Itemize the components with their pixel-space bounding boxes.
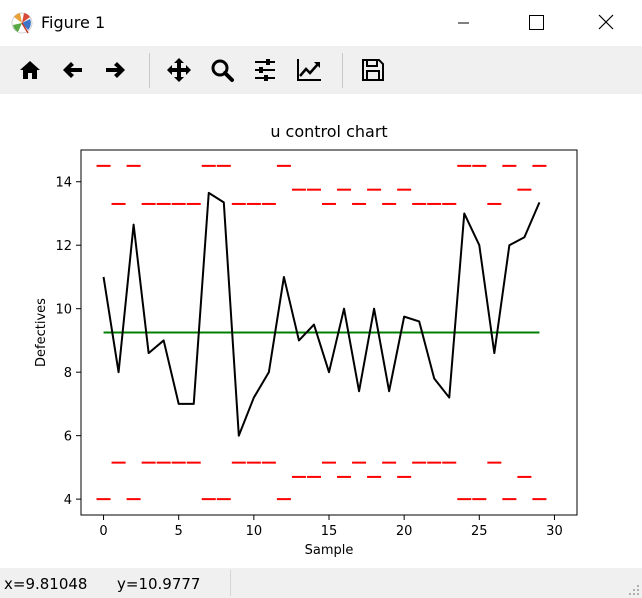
move-icon [167,58,191,82]
back-button[interactable] [59,57,87,83]
x-tick-label: 25 [471,524,488,539]
sliders-icon [255,59,275,81]
x-axis-label: Sample [305,543,354,558]
cursor-x-readout: x=9.81048 [4,575,88,593]
y-tick-label: 14 [55,176,72,191]
save-button[interactable] [359,57,387,83]
x-tick-label: 30 [546,524,563,539]
line-chart-icon [297,59,321,81]
status-separator [230,570,231,596]
close-button[interactable] [581,0,631,46]
toolbar-separator [149,53,150,88]
y-tick-label: 8 [64,366,72,381]
window-title: Figure 1 [41,13,106,32]
home-icon [20,61,40,79]
floppy-disk-icon [362,59,384,81]
y-tick-label: 6 [64,430,72,445]
zoom-button[interactable] [208,57,236,83]
status-bar: x=9.81048 y=10.9777 [0,568,642,598]
app-icon [11,12,33,34]
minimize-icon [458,22,469,24]
maximize-button[interactable] [510,0,560,46]
y-axis-label: Defectives [34,298,49,367]
control-chart[interactable]: u control chart 0 5 10 15 20 25 30 4 6 8 10 12 14 Samp… [0,94,642,568]
x-tick-label: 5 [175,524,183,539]
pan-button[interactable] [165,57,193,83]
x-tick-label: 15 [321,524,338,539]
x-tick-label: 20 [396,524,413,539]
window-titlebar: Figure 1 [0,0,642,46]
cursor-y-readout: y=10.9777 [117,575,201,593]
edit-axis-button[interactable] [295,57,323,83]
y-tick-label: 12 [55,239,72,254]
magnifier-icon [211,59,234,82]
arrow-left-icon [63,62,82,78]
home-button[interactable] [16,57,44,83]
maximize-icon [529,15,544,30]
configure-subplots-button[interactable] [251,57,279,83]
data-series-line [102,191,541,437]
chart-title: u control chart [270,122,387,141]
y-tick-label: 4 [64,493,72,508]
navigation-toolbar [0,46,642,94]
arrow-right-icon [106,62,125,78]
x-tick-label: 10 [246,524,263,539]
resize-grip-icon[interactable] [628,584,640,596]
minimize-button[interactable] [438,0,488,46]
forward-button[interactable] [101,57,129,83]
y-tick-label: 10 [55,303,72,318]
close-icon [598,14,614,30]
toolbar-separator [342,53,343,88]
figure-canvas[interactable]: u control chart 0 5 10 15 20 25 30 4 6 8 10 12 14 Samp… [0,94,642,568]
x-tick-label: 0 [99,524,107,539]
